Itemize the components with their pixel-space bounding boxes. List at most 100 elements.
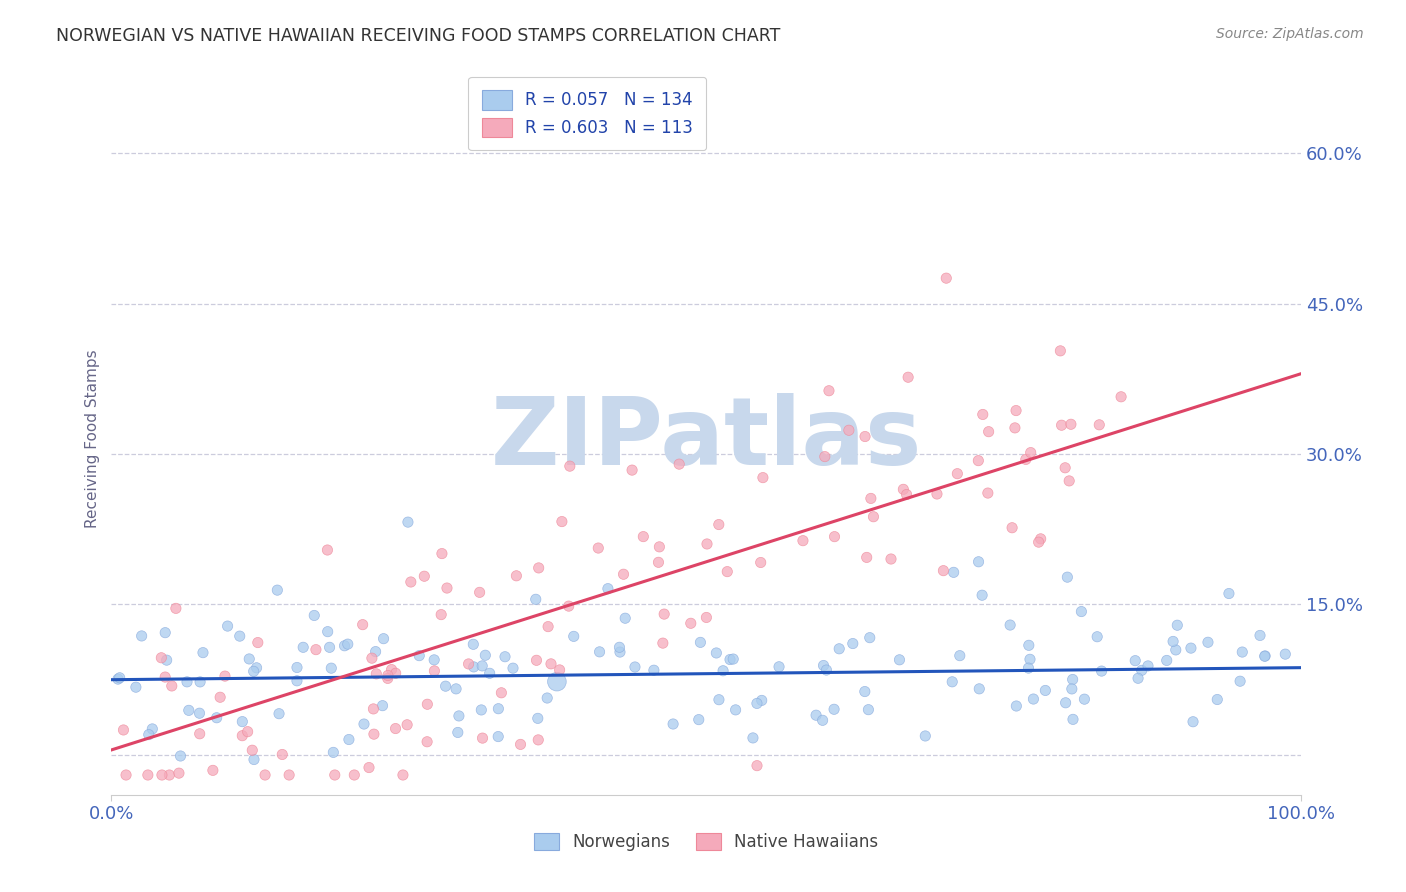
Point xyxy=(695,610,717,624)
Point xyxy=(1062,712,1084,726)
Point xyxy=(396,718,419,732)
Point xyxy=(859,631,882,645)
Point xyxy=(1057,474,1080,488)
Point xyxy=(548,663,571,677)
Point xyxy=(292,640,315,655)
Point xyxy=(357,760,380,774)
Point xyxy=(337,732,360,747)
Point xyxy=(707,517,730,532)
Point xyxy=(1062,673,1084,687)
Point xyxy=(527,732,550,747)
Point xyxy=(444,681,467,696)
Point xyxy=(1229,674,1251,689)
Point xyxy=(243,752,266,766)
Point xyxy=(914,729,936,743)
Point xyxy=(112,723,135,737)
Point xyxy=(1035,683,1057,698)
Point xyxy=(364,644,387,658)
Point xyxy=(486,730,509,744)
Point xyxy=(305,642,328,657)
Point xyxy=(1249,628,1271,642)
Point xyxy=(238,652,260,666)
Point xyxy=(447,725,470,739)
Point xyxy=(343,768,366,782)
Point xyxy=(231,714,253,729)
Point xyxy=(967,681,990,696)
Point xyxy=(1070,605,1092,619)
Point xyxy=(1054,696,1077,710)
Point xyxy=(1161,634,1184,648)
Point xyxy=(614,611,637,625)
Point xyxy=(891,483,914,497)
Point xyxy=(1126,671,1149,685)
Point xyxy=(811,714,834,728)
Point xyxy=(285,673,308,688)
Point xyxy=(1019,445,1042,459)
Point xyxy=(115,768,138,782)
Point xyxy=(804,708,827,723)
Point xyxy=(413,569,436,583)
Point xyxy=(205,711,228,725)
Point xyxy=(824,530,846,544)
Point xyxy=(478,666,501,681)
Point xyxy=(436,581,458,595)
Point xyxy=(333,639,356,653)
Point xyxy=(972,588,994,602)
Point xyxy=(724,703,747,717)
Point xyxy=(392,768,415,782)
Point xyxy=(1019,652,1042,666)
Point xyxy=(245,661,267,675)
Point xyxy=(689,635,711,649)
Point xyxy=(471,659,494,673)
Point xyxy=(150,768,173,782)
Point xyxy=(1017,661,1039,675)
Point xyxy=(188,706,211,721)
Point xyxy=(745,758,768,772)
Point xyxy=(651,636,673,650)
Point xyxy=(925,487,948,501)
Point xyxy=(609,645,631,659)
Point xyxy=(1060,681,1083,696)
Point xyxy=(1218,586,1240,600)
Point xyxy=(169,749,191,764)
Point xyxy=(1029,532,1052,546)
Point xyxy=(823,702,845,716)
Point xyxy=(711,664,734,678)
Point xyxy=(201,764,224,778)
Point xyxy=(188,674,211,689)
Point xyxy=(176,674,198,689)
Point xyxy=(108,671,131,685)
Point xyxy=(408,648,430,663)
Point xyxy=(278,768,301,782)
Point xyxy=(322,745,344,759)
Point xyxy=(373,632,395,646)
Point xyxy=(977,425,1000,439)
Point xyxy=(946,467,969,481)
Point xyxy=(1028,535,1050,549)
Point xyxy=(1050,418,1073,433)
Point xyxy=(897,370,920,384)
Point xyxy=(862,509,884,524)
Point xyxy=(1123,654,1146,668)
Point xyxy=(423,664,446,678)
Point xyxy=(316,543,339,558)
Point xyxy=(396,515,419,529)
Point xyxy=(941,674,963,689)
Point xyxy=(150,650,173,665)
Text: Source: ZipAtlas.com: Source: ZipAtlas.com xyxy=(1216,27,1364,41)
Point xyxy=(1085,630,1108,644)
Point xyxy=(588,541,610,555)
Point xyxy=(155,625,177,640)
Point xyxy=(457,657,479,671)
Point xyxy=(136,768,159,782)
Point xyxy=(1206,692,1229,706)
Point xyxy=(588,645,610,659)
Point xyxy=(624,660,647,674)
Point xyxy=(612,567,634,582)
Point xyxy=(818,384,841,398)
Point xyxy=(316,624,339,639)
Text: ZIPatlas: ZIPatlas xyxy=(491,393,922,485)
Point xyxy=(434,679,457,693)
Point xyxy=(648,540,671,554)
Point xyxy=(125,680,148,694)
